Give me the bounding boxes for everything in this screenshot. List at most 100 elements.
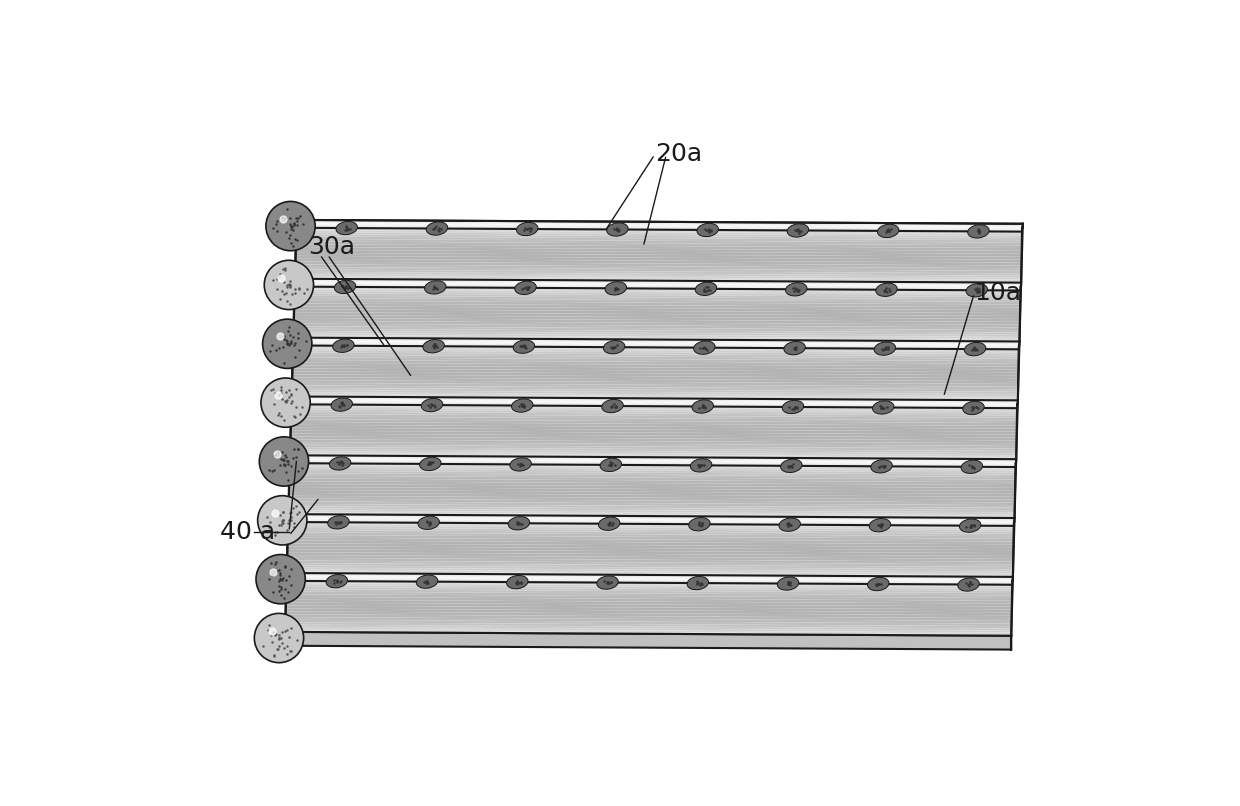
Polygon shape xyxy=(286,567,1013,573)
Polygon shape xyxy=(286,560,1013,567)
Polygon shape xyxy=(293,341,1019,345)
Polygon shape xyxy=(289,471,1016,477)
Polygon shape xyxy=(294,282,1021,286)
Polygon shape xyxy=(290,449,1017,455)
Polygon shape xyxy=(289,499,1014,505)
Polygon shape xyxy=(285,603,1012,609)
Polygon shape xyxy=(296,220,1023,225)
Polygon shape xyxy=(291,400,1017,404)
Ellipse shape xyxy=(693,341,715,355)
Polygon shape xyxy=(288,522,1014,528)
Polygon shape xyxy=(296,224,1023,228)
Polygon shape xyxy=(293,357,1018,364)
Polygon shape xyxy=(294,306,1021,313)
Polygon shape xyxy=(293,351,1018,356)
Polygon shape xyxy=(286,576,1012,580)
Polygon shape xyxy=(289,493,1014,500)
Polygon shape xyxy=(294,323,1019,330)
Polygon shape xyxy=(295,282,1021,286)
Polygon shape xyxy=(286,577,1012,581)
Ellipse shape xyxy=(422,398,443,412)
Polygon shape xyxy=(293,343,1019,348)
Polygon shape xyxy=(285,612,1012,618)
Polygon shape xyxy=(288,528,1013,534)
Polygon shape xyxy=(294,337,1019,342)
Polygon shape xyxy=(294,284,1021,288)
Ellipse shape xyxy=(960,519,981,532)
Polygon shape xyxy=(295,256,1022,263)
Polygon shape xyxy=(293,342,1019,346)
Polygon shape xyxy=(286,581,1012,587)
Polygon shape xyxy=(296,221,1023,226)
Ellipse shape xyxy=(873,401,894,414)
Polygon shape xyxy=(296,224,1023,228)
Polygon shape xyxy=(289,479,1016,485)
Polygon shape xyxy=(296,223,1022,227)
Ellipse shape xyxy=(692,400,713,413)
Polygon shape xyxy=(285,625,1012,630)
Polygon shape xyxy=(295,283,1021,287)
Polygon shape xyxy=(293,341,1019,345)
Polygon shape xyxy=(291,397,1018,402)
Ellipse shape xyxy=(779,518,800,531)
Polygon shape xyxy=(296,223,1022,228)
Polygon shape xyxy=(289,510,1014,516)
Polygon shape xyxy=(288,555,1013,562)
Polygon shape xyxy=(294,289,1021,295)
Ellipse shape xyxy=(419,457,441,471)
Polygon shape xyxy=(296,224,1022,229)
Polygon shape xyxy=(295,282,1021,286)
Polygon shape xyxy=(288,517,1014,521)
Ellipse shape xyxy=(508,517,529,530)
Circle shape xyxy=(255,555,305,604)
Polygon shape xyxy=(286,580,1012,585)
Text: 20a: 20a xyxy=(655,143,702,167)
Ellipse shape xyxy=(786,283,807,296)
Text: 40 a: 40 a xyxy=(219,520,275,544)
Polygon shape xyxy=(291,400,1017,404)
Polygon shape xyxy=(295,250,1022,256)
Ellipse shape xyxy=(424,280,446,294)
Polygon shape xyxy=(288,518,1014,522)
Polygon shape xyxy=(291,400,1017,404)
Polygon shape xyxy=(290,451,1017,457)
Ellipse shape xyxy=(874,342,895,355)
Polygon shape xyxy=(291,401,1018,405)
Polygon shape xyxy=(291,401,1018,405)
Polygon shape xyxy=(294,284,1021,289)
Ellipse shape xyxy=(327,516,350,529)
Polygon shape xyxy=(293,342,1019,346)
Polygon shape xyxy=(291,383,1018,389)
Ellipse shape xyxy=(336,222,357,235)
Polygon shape xyxy=(294,303,1021,310)
Polygon shape xyxy=(289,463,1016,469)
Polygon shape xyxy=(291,400,1018,404)
Polygon shape xyxy=(291,401,1017,405)
Polygon shape xyxy=(289,481,1016,488)
Polygon shape xyxy=(285,220,296,632)
Polygon shape xyxy=(288,521,1014,526)
Polygon shape xyxy=(293,363,1018,369)
Polygon shape xyxy=(289,490,1016,496)
Polygon shape xyxy=(291,401,1017,405)
Polygon shape xyxy=(296,223,1023,227)
Polygon shape xyxy=(291,393,1018,398)
Polygon shape xyxy=(285,630,1012,636)
Polygon shape xyxy=(289,459,1016,463)
Polygon shape xyxy=(294,321,1019,327)
Polygon shape xyxy=(293,341,1019,345)
Ellipse shape xyxy=(515,281,536,294)
Polygon shape xyxy=(290,459,1016,463)
Polygon shape xyxy=(286,585,1012,591)
Polygon shape xyxy=(296,223,1023,228)
Ellipse shape xyxy=(417,575,438,588)
Polygon shape xyxy=(295,269,1022,276)
Polygon shape xyxy=(285,632,1012,650)
Polygon shape xyxy=(288,538,1013,544)
Polygon shape xyxy=(294,338,1019,343)
Polygon shape xyxy=(290,447,1017,453)
Polygon shape xyxy=(291,401,1018,405)
Ellipse shape xyxy=(687,576,708,590)
Polygon shape xyxy=(289,487,1016,494)
Polygon shape xyxy=(289,459,1016,463)
